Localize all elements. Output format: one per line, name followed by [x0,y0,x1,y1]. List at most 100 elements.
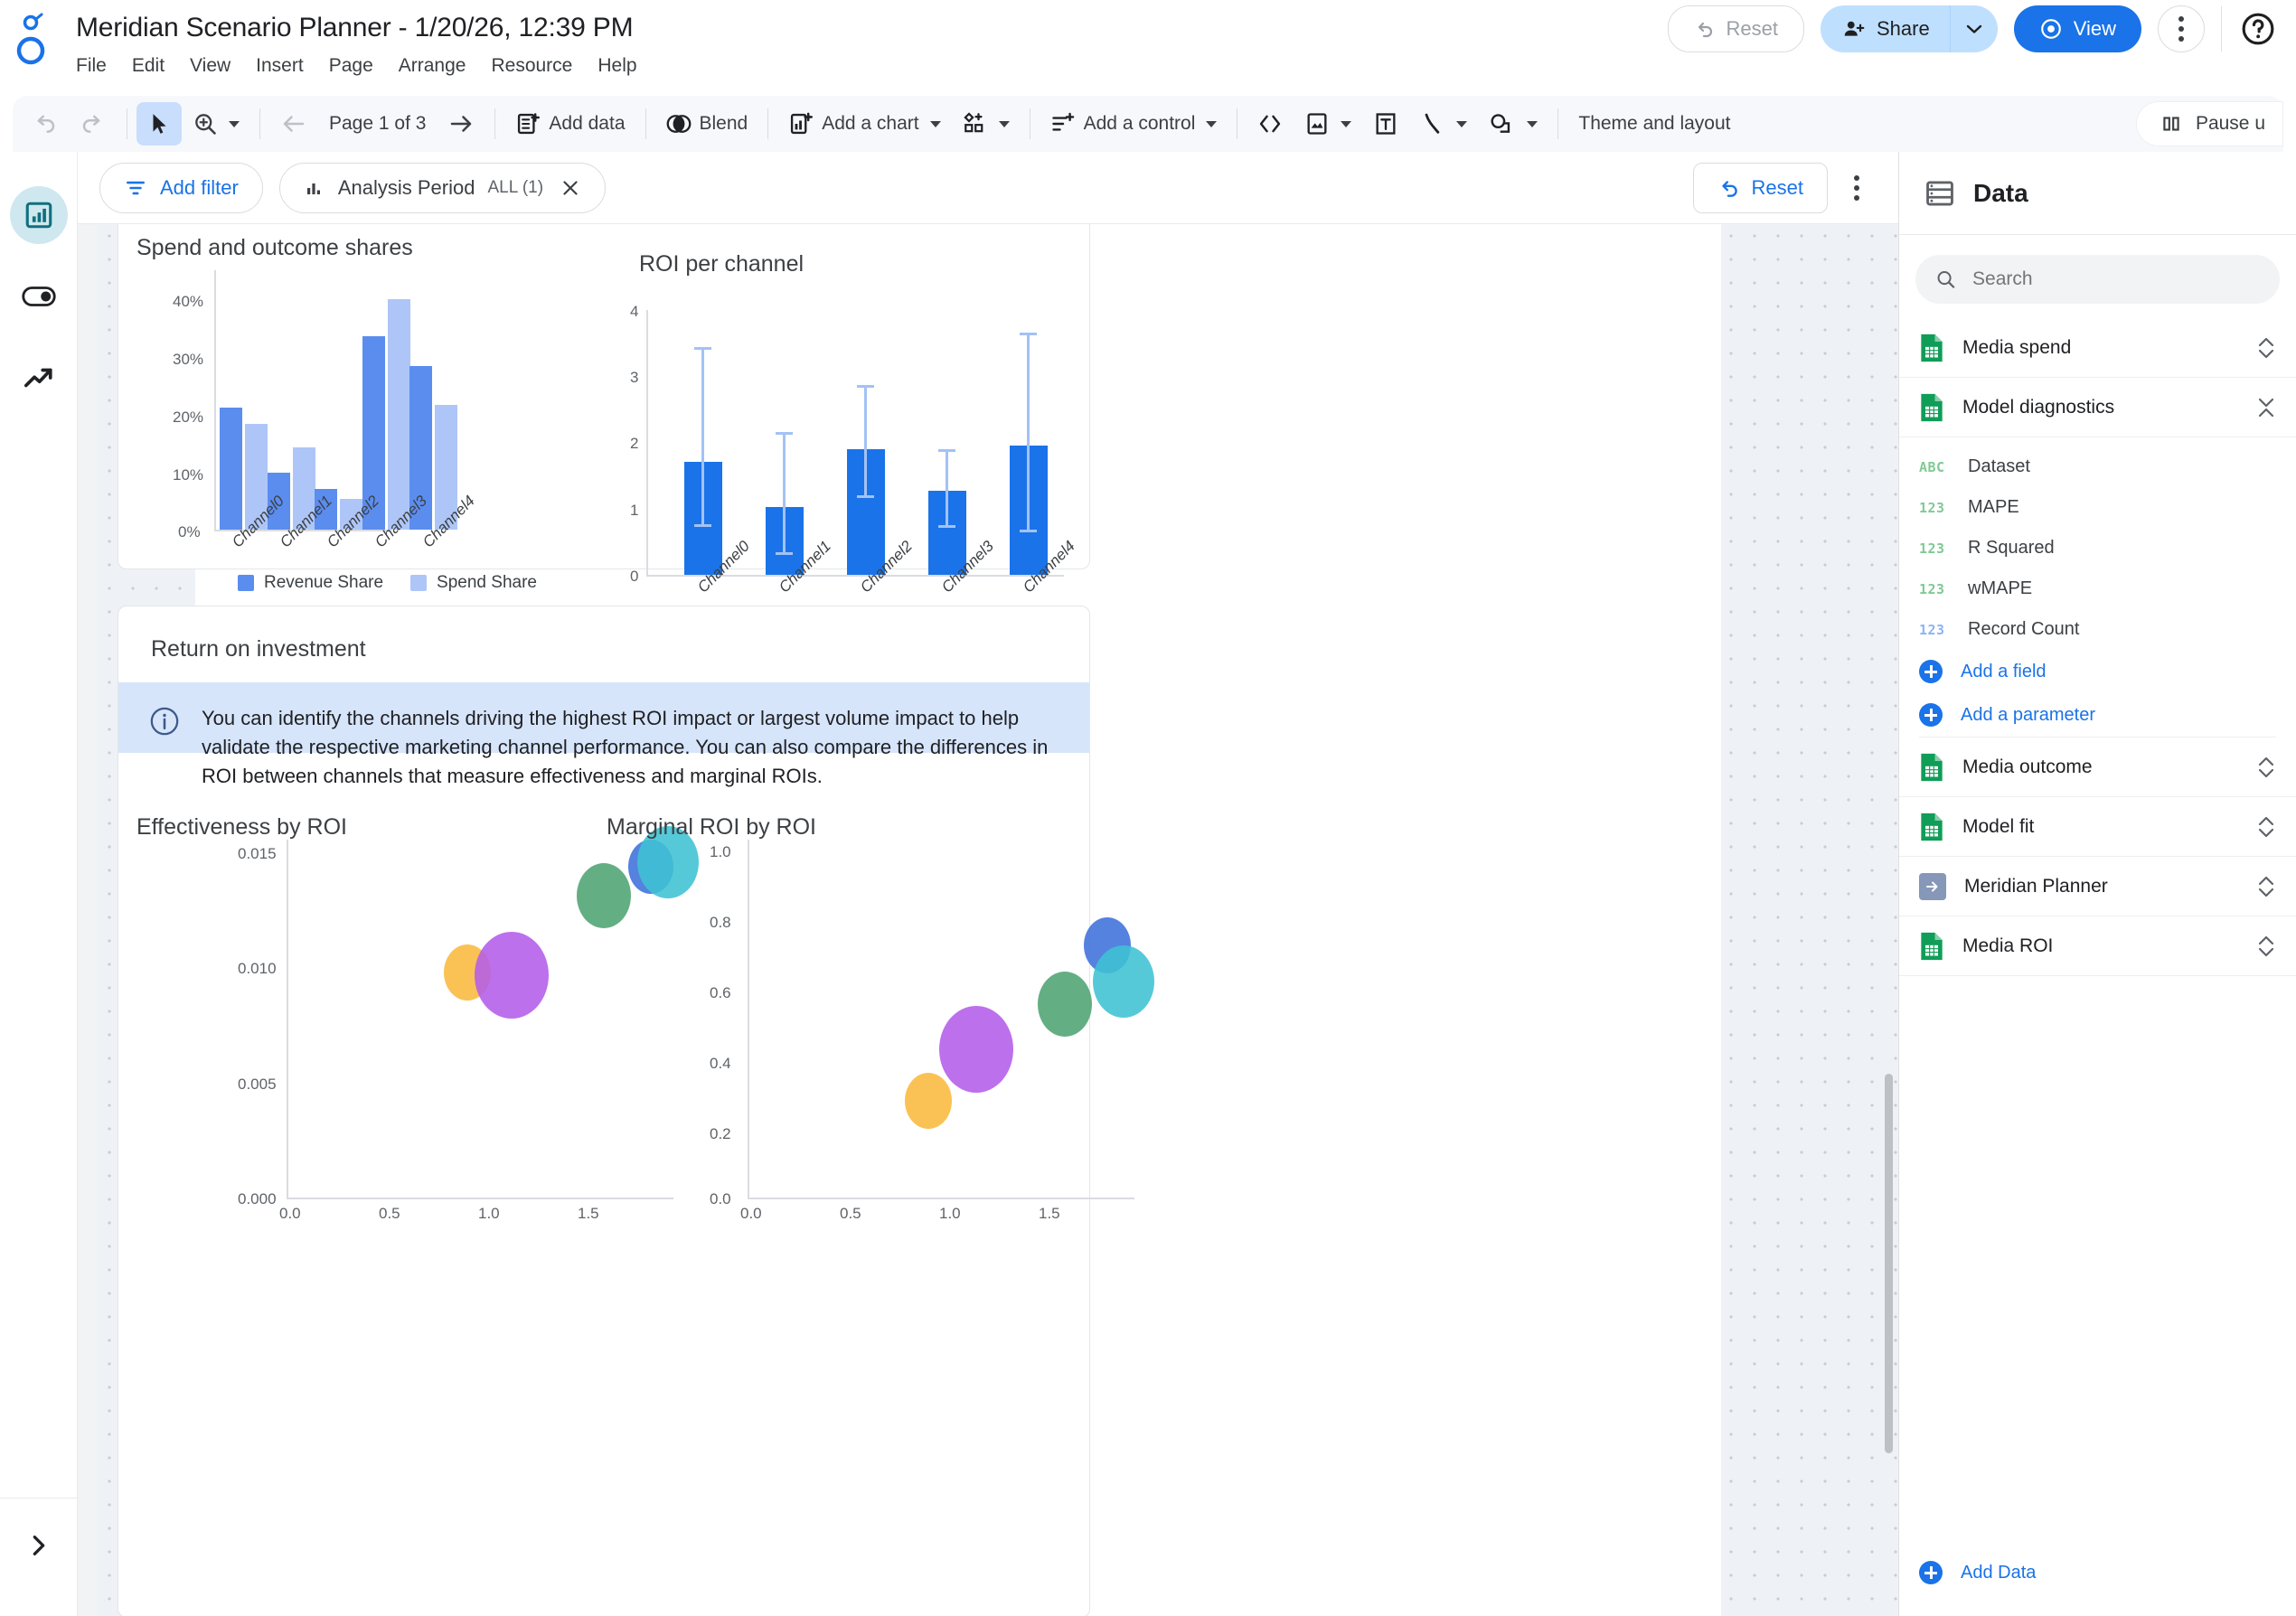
expand-rail-button[interactable] [10,1517,68,1574]
insert-shape-button[interactable] [1478,102,1548,146]
bar-revenue-share[interactable] [220,408,242,530]
close-icon[interactable] [560,177,581,199]
menu-page[interactable]: Page [328,55,373,76]
expand-collapse-icon[interactable] [2256,873,2276,900]
legend-item-revenue-share[interactable]: Revenue Share [238,573,383,593]
page-indicator[interactable]: Page 1 of 3 [318,102,437,146]
bar-revenue-share[interactable] [362,336,385,530]
bar-spend-share[interactable] [245,424,268,530]
legend-item-spend-share[interactable]: Spend Share [410,573,537,593]
data-source-media-outcome[interactable]: Media outcome [1899,738,2296,797]
field-mape[interactable]: 123 MAPE [1899,487,2296,528]
add-parameter-button[interactable]: Add a parameter [1899,693,2296,737]
bubble-channel0[interactable] [905,1073,952,1129]
plus-icon [1919,660,1943,683]
next-page-button[interactable] [437,102,485,146]
rail-item-toggle[interactable] [10,268,68,325]
share-button[interactable]: Share [1821,5,1950,52]
rail-item-trends[interactable] [10,349,68,407]
menu-file[interactable]: File [76,55,107,76]
toolbar-divider [767,108,769,139]
field-wmape[interactable]: 123 wMAPE [1899,568,2296,609]
insert-image-button[interactable] [1294,102,1362,146]
bar-revenue-share[interactable] [268,473,290,530]
undo-icon [37,115,55,133]
insert-text-button[interactable] [1362,102,1409,146]
expand-collapse-icon[interactable] [2256,334,2276,362]
field-name: Record Count [1968,619,2080,639]
scrollbar-thumb[interactable] [1885,1074,1893,1453]
bar-revenue-share[interactable] [315,489,337,530]
bar-spend-share[interactable] [340,499,362,530]
bar-spend-share[interactable] [435,405,457,530]
error-bar [1027,333,1030,531]
bubble-channel1[interactable] [939,1006,1013,1093]
theme-layout-button[interactable]: Theme and layout [1567,102,1741,146]
bar-revenue-share[interactable] [409,366,432,530]
menu-edit[interactable]: Edit [131,55,165,76]
menu-arrange[interactable]: Arrange [398,55,466,76]
document-title[interactable]: Meridian Scenario Planner - 1/20/26, 12:… [76,13,634,42]
y-tick-label: 0.4 [710,1055,731,1072]
error-bar-cap-bottom [938,525,955,528]
more-options-button[interactable] [2158,5,2205,52]
bubble-channel2[interactable] [1038,972,1092,1037]
add-field-button[interactable]: Add a field [1899,650,2296,693]
rail-item-charts[interactable] [10,186,68,244]
data-source-media-spend[interactable]: Media spend [1899,318,2296,378]
insert-line-button[interactable] [1409,102,1478,146]
filter-reset-button[interactable]: Reset [1692,162,1828,213]
chart-card-shares-roi[interactable]: Spend and outcome shares 40% 30% 20% 10%… [118,224,1090,596]
bubble-channel2[interactable] [577,863,631,928]
embed-code-button[interactable] [1247,102,1294,146]
report-canvas[interactable]: Spend and outcome shares 40% 30% 20% 10%… [78,224,1898,1616]
bar-spend-share[interactable] [293,447,315,530]
add-chart-button[interactable]: Add a chart [777,102,951,146]
add-control-button[interactable]: Add a control [1040,102,1228,146]
looker-studio-logo-icon[interactable] [11,11,51,67]
data-search-input[interactable] [1972,268,2260,290]
previous-page-button[interactable] [269,102,318,146]
filter-chip-analysis-period[interactable]: Analysis Period ALL (1) [278,162,607,213]
redo-button[interactable] [69,102,118,146]
data-source-media-roi[interactable]: Media ROI [1899,916,2296,976]
field-r-squared[interactable]: 123 R Squared [1899,528,2296,568]
data-source-model-fit[interactable]: Model fit [1899,797,2296,857]
bubble-channel1[interactable] [475,932,549,1019]
expand-collapse-icon[interactable] [2256,813,2276,841]
field-record-count[interactable]: 123 Record Count [1899,609,2296,650]
view-button[interactable]: View [2013,5,2141,52]
menu-insert[interactable]: Insert [256,55,304,76]
menu-help[interactable]: Help [598,55,637,76]
undo-button[interactable] [20,102,69,146]
pause-updates-button[interactable]: Pause u [2135,101,2283,146]
add-community-viz-button[interactable] [952,102,1021,146]
add-filter-button[interactable]: Add filter [99,162,263,213]
reset-button[interactable]: Reset [1667,5,1804,52]
menu-view[interactable]: View [190,55,231,76]
bubble-channel4[interactable] [637,826,699,898]
data-source-model-diagnostics[interactable]: Model diagnostics [1899,378,2296,437]
menu-resource[interactable]: Resource [491,55,573,76]
section-card-return-on-investment[interactable]: Return on investment You can identify th… [118,606,1154,1616]
add-data-panel-button[interactable]: Add Data [1899,1529,2296,1616]
bar-spend-share[interactable] [388,299,410,530]
canvas-scrollbar[interactable] [1884,224,1896,1616]
info-banner: You can identify the channels driving th… [118,682,1089,787]
field-dataset[interactable]: ABC Dataset [1899,446,2296,487]
data-source-meridian-planner[interactable]: Meridian Planner [1899,857,2296,916]
bubble-channel4[interactable] [1093,945,1154,1018]
expand-collapse-icon[interactable] [2256,933,2276,960]
filter-bar: Add filter Analysis Period ALL (1) Reset [78,152,1898,224]
select-tool-button[interactable] [136,102,182,146]
add-data-button[interactable]: Add data [504,102,635,146]
filter-more-options-button[interactable] [1837,168,1877,208]
expand-collapse-icon[interactable] [2256,754,2276,781]
data-search-box[interactable] [1915,255,2280,304]
data-source-name: Model diagnostics [1962,396,2115,418]
share-dropdown-button[interactable] [1951,5,1998,52]
help-button[interactable] [2238,9,2278,49]
collapse-icon[interactable] [2256,394,2276,421]
zoom-tool-button[interactable] [182,102,250,146]
blend-button[interactable]: Blend [655,102,759,146]
